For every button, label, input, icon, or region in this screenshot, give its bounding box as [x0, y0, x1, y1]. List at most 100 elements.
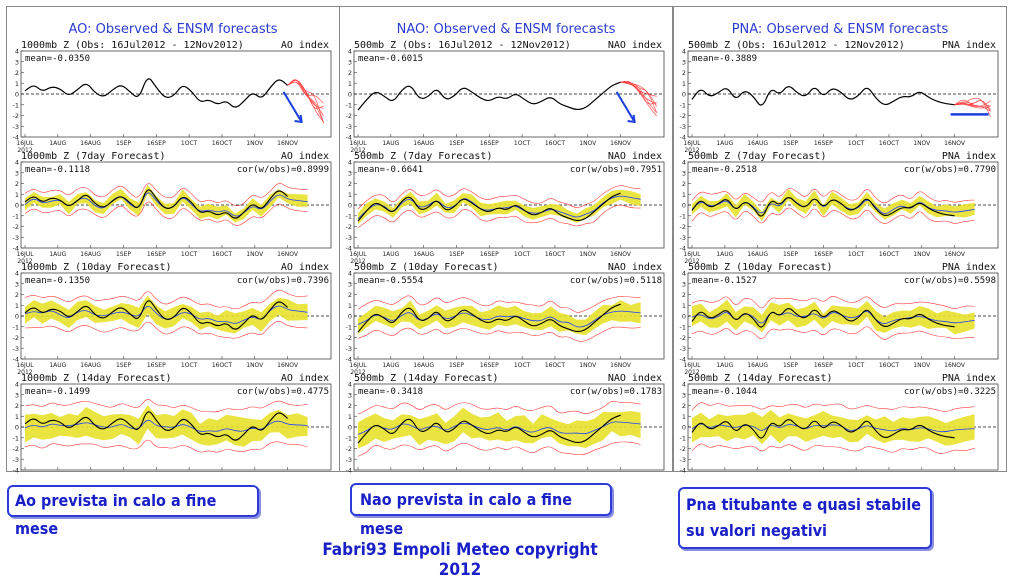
- forecast-member-line: [620, 80, 657, 105]
- panel-header: 1000mb Z (Obs: 16Jul2012 - 12Nov2012): [21, 40, 244, 51]
- x-tick-label: 16OCT: [545, 251, 566, 258]
- panel-header: 1000mb Z (14day Forecast): [21, 373, 172, 384]
- y-tick-label: 2: [682, 402, 686, 410]
- y-tick-label: 3: [682, 391, 686, 399]
- x-tick-label: 16NOV: [944, 140, 966, 147]
- panel-header: 500mb Z (10day Forecast): [688, 262, 833, 273]
- ensemble-spread: [358, 300, 641, 336]
- panel-header: 500mb Z (Obs: 16Jul2012 - 12Nov2012): [354, 40, 571, 51]
- x-tick-label: 1OCT: [848, 251, 865, 258]
- panel-header: 1000mb Z (10day Forecast): [21, 262, 172, 273]
- forecast-member-line: [620, 81, 657, 113]
- panel-mean: mean=-0.6015: [358, 54, 423, 64]
- x-tick-label: 16NOV: [277, 362, 299, 369]
- x-tick-label: 1AUG: [382, 362, 399, 369]
- y-tick-label: 0: [348, 91, 352, 99]
- ao-panel-0: 1000mb Z (Obs: 16Jul2012 - 12Nov2012) AO …: [13, 40, 332, 154]
- y-tick-label: 0: [682, 313, 686, 321]
- ao-charts: 1000mb Z (Obs: 16Jul2012 - 12Nov2012) AO …: [13, 40, 332, 473]
- envelope-lower-line: [691, 207, 975, 224]
- y-tick-label: -4: [680, 245, 686, 253]
- x-tick-label: 16OCT: [545, 362, 566, 369]
- forecast-member-line: [954, 100, 991, 110]
- nao-column: NAO: Observed & ENSM forecasts 500mb Z (…: [339, 6, 673, 473]
- x-tick-label: 2012: [17, 258, 32, 265]
- ensemble-spread: [25, 405, 308, 447]
- panel-mean: mean=-0.3889: [692, 54, 757, 64]
- x-tick-label: 16SEP: [147, 140, 166, 147]
- observed-line: [357, 414, 621, 444]
- y-tick-label: -4: [13, 356, 19, 364]
- y-tick-label: -1: [680, 323, 686, 331]
- ao-column: AO: Observed & ENSM forecasts 1000mb Z (…: [6, 6, 340, 473]
- panel-index-label: PNA index: [942, 151, 996, 162]
- copyright-footer: Fabri93 Empoli Meteo copyright 2012: [322, 540, 598, 580]
- y-tick-label: 2: [15, 291, 19, 299]
- x-tick-label: 16SEP: [480, 251, 499, 258]
- y-tick-label: 2: [15, 402, 19, 410]
- y-tick-label: -4: [13, 134, 19, 142]
- y-tick-label: 1: [15, 80, 19, 88]
- y-tick-label: 1: [348, 191, 352, 199]
- x-tick-label: 1NOV: [579, 362, 597, 369]
- y-tick-label: 1: [682, 302, 686, 310]
- x-tick-label: 16AUG: [747, 362, 768, 369]
- envelope-upper-line: [691, 402, 975, 412]
- nao-panel-0: 500mb Z (Obs: 16Jul2012 - 12Nov2012) NAO …: [346, 40, 665, 154]
- x-tick-label: 16SEP: [480, 362, 499, 369]
- y-tick-label: -3: [13, 456, 19, 464]
- y-tick-label: -4: [680, 134, 686, 142]
- y-tick-label: -4: [346, 356, 352, 364]
- x-tick-label: 2012: [17, 147, 32, 154]
- panel-mean: mean=-0.3418: [358, 387, 423, 397]
- y-tick-label: 1: [348, 302, 352, 310]
- observed-line: [24, 300, 288, 330]
- x-tick-label: 16SEP: [814, 362, 833, 369]
- y-tick-label: 2: [348, 402, 352, 410]
- panel-header: 1000mb Z (7day Forecast): [21, 151, 166, 162]
- y-tick-label: -1: [346, 323, 352, 331]
- x-tick-label: 1SEP: [449, 251, 464, 258]
- x-tick-label: 16OCT: [879, 362, 900, 369]
- envelope-lower-line: [691, 326, 975, 340]
- ensemble-spread: [692, 409, 975, 446]
- y-tick-label: 4: [348, 381, 352, 389]
- nao-panel-3: 500mb Z (14day Forecast) NAO index mean=-0…: [346, 373, 665, 473]
- arrow-head: [627, 114, 636, 124]
- forecast-member-line: [954, 103, 991, 112]
- x-tick-label: 2012: [350, 369, 365, 376]
- nao-caption: Nao prevista in calo a fine mese: [350, 483, 612, 538]
- x-tick-label: 16AUG: [80, 251, 101, 258]
- y-tick-label: -2: [346, 112, 352, 120]
- y-tick-label: 0: [15, 91, 19, 99]
- x-tick-label: 1NOV: [579, 251, 597, 258]
- forecast-member-line: [287, 81, 324, 124]
- x-tick-label: 1OCT: [181, 251, 198, 258]
- x-tick-label: 1OCT: [514, 362, 531, 369]
- y-tick-label: 0: [15, 313, 19, 321]
- panel-correlation: cor(w/obs)=0.1783: [570, 387, 662, 397]
- y-tick-label: -4: [680, 356, 686, 364]
- pna-column: PNA: Observed & ENSM forecasts 500mb Z (…: [673, 6, 1007, 473]
- y-tick-label: 3: [348, 280, 352, 288]
- y-tick-label: -2: [346, 223, 352, 231]
- y-tick-label: 3: [348, 169, 352, 177]
- y-tick-label: 4: [348, 270, 352, 278]
- y-tick-label: 0: [682, 91, 686, 99]
- x-tick-label: 16SEP: [814, 140, 833, 147]
- y-tick-label: -3: [680, 123, 686, 131]
- envelope-upper-line: [24, 399, 308, 413]
- observed-line: [691, 419, 955, 439]
- x-tick-label: 1AUG: [382, 251, 399, 258]
- x-tick-label: 16AUG: [747, 140, 768, 147]
- x-tick-label: 1NOV: [246, 362, 264, 369]
- x-tick-label: 1OCT: [514, 251, 531, 258]
- panel-index-label: AO index: [281, 151, 329, 162]
- y-tick-label: 2: [682, 69, 686, 77]
- x-tick-label: 16JUL: [349, 251, 367, 258]
- x-tick-label: 1SEP: [116, 140, 131, 147]
- panel-header: 500mb Z (7day Forecast): [688, 151, 826, 162]
- y-tick-label: -1: [680, 434, 686, 442]
- panel-index-label: NAO index: [608, 151, 662, 162]
- y-tick-label: -3: [680, 234, 686, 242]
